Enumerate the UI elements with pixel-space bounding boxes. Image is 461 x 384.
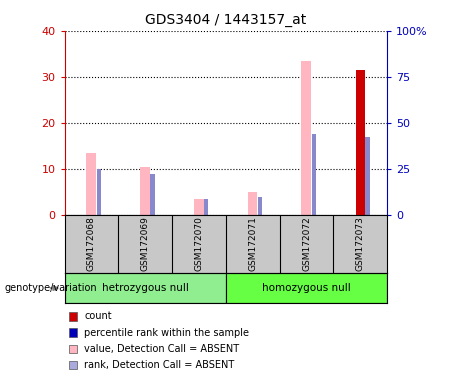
Bar <box>366 137 370 215</box>
Bar <box>96 169 101 215</box>
Text: GSM172068: GSM172068 <box>87 217 96 271</box>
Text: value, Detection Call = ABSENT: value, Detection Call = ABSENT <box>84 344 239 354</box>
Bar <box>312 134 316 215</box>
Bar <box>258 197 262 215</box>
Bar <box>194 199 204 215</box>
Title: GDS3404 / 1443157_at: GDS3404 / 1443157_at <box>145 13 307 27</box>
Bar <box>86 153 96 215</box>
Text: hetrozygous null: hetrozygous null <box>102 283 189 293</box>
Text: homozygous null: homozygous null <box>262 283 351 293</box>
Bar <box>301 61 311 215</box>
Text: genotype/variation: genotype/variation <box>5 283 97 293</box>
Bar <box>204 199 208 215</box>
Bar <box>226 273 387 303</box>
Bar <box>248 192 257 215</box>
Bar <box>150 174 154 215</box>
Text: GSM172073: GSM172073 <box>356 217 365 271</box>
Bar <box>65 273 226 303</box>
Bar <box>140 167 150 215</box>
Text: count: count <box>84 311 112 321</box>
Text: GSM172070: GSM172070 <box>195 217 203 271</box>
Text: GSM172071: GSM172071 <box>248 217 257 271</box>
Text: GSM172072: GSM172072 <box>302 217 311 271</box>
Text: rank, Detection Call = ABSENT: rank, Detection Call = ABSENT <box>84 360 235 370</box>
Text: percentile rank within the sample: percentile rank within the sample <box>84 328 249 338</box>
Text: GSM172069: GSM172069 <box>141 217 150 271</box>
Bar <box>355 70 365 215</box>
